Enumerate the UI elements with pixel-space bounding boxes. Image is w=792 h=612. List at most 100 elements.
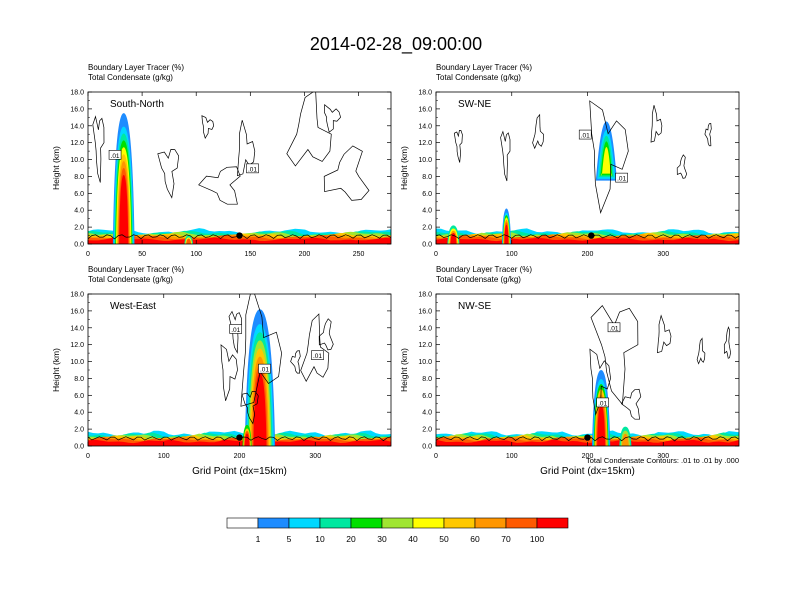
colorbar-swatch xyxy=(474,517,507,529)
colorbar-label: 10 xyxy=(315,534,325,544)
contour-label: .01 xyxy=(598,400,607,407)
panel-label: West-East xyxy=(110,301,156,312)
x-tick-label: 200 xyxy=(234,453,246,460)
colorbar-label: 100 xyxy=(530,534,544,544)
plot-area xyxy=(436,92,739,244)
contour-6 xyxy=(704,122,712,147)
contour-label: .01 xyxy=(581,133,590,140)
panel-3: .01 .01 .01 0.0 2.0 4.0 6.0 8.0 10.0 12.0 14.0 16.0… xyxy=(51,265,392,477)
panel-label: SW-NE xyxy=(458,99,491,110)
plume-1-band-9 xyxy=(119,174,129,244)
contour-label-box xyxy=(108,150,122,160)
contour-1 xyxy=(92,115,105,183)
y-tick-label: 10.0 xyxy=(418,359,432,366)
y-axis-label: Height (km) xyxy=(51,146,61,190)
y-tick-label: 2.0 xyxy=(74,427,84,434)
panel-4: .01 .01 0.0 2.0 4.0 6.0 8.0 10.0 12.0 14.0 16.0 18.… xyxy=(399,265,740,477)
contour-3 xyxy=(237,120,256,177)
contour-1 xyxy=(500,130,511,182)
y-tick-label: 10.0 xyxy=(70,157,84,164)
contour-5 xyxy=(323,145,370,201)
colorbar-label: 50 xyxy=(439,534,449,544)
contour-2 xyxy=(201,115,215,139)
figure-title: 2014-02-28_09:00:00 xyxy=(310,34,482,55)
y-tick-label: 4.0 xyxy=(422,208,432,215)
y-tick-label: 14.0 xyxy=(418,123,432,130)
contour-2 xyxy=(589,348,611,416)
colorbar-swatch xyxy=(319,517,352,529)
y-tick-label: 4.0 xyxy=(422,410,432,417)
contour-6 xyxy=(621,388,642,420)
panel-title-line2: Total Condensate (g/kg) xyxy=(436,275,521,284)
y-tick-label: 6.0 xyxy=(422,393,432,400)
y-tick-label: 0.0 xyxy=(422,242,432,249)
contour-4 xyxy=(286,92,332,167)
x-tick-label: 300 xyxy=(309,453,321,460)
y-tick-label: 6.0 xyxy=(74,191,84,198)
y-tick-label: 8.0 xyxy=(74,376,84,383)
contour-7 xyxy=(453,130,463,163)
plume-1-band-7 xyxy=(597,404,606,446)
contour-7 xyxy=(241,391,259,425)
x-tick-label: 250 xyxy=(353,251,365,258)
contour-label: .01 xyxy=(609,325,618,332)
plume-2-band-3 xyxy=(621,433,629,446)
contour-label-box xyxy=(258,363,271,374)
location-marker xyxy=(584,434,591,441)
contour-label: .01 xyxy=(248,166,257,173)
y-tick-label: 12.0 xyxy=(70,342,84,349)
panel-title-line1: Boundary Layer Tracer (%) xyxy=(88,63,184,72)
tracer-field xyxy=(88,113,391,244)
y-tick-label: 8.0 xyxy=(422,376,432,383)
x-tick-label: 100 xyxy=(158,453,170,460)
y-tick-label: 0.0 xyxy=(74,444,84,451)
contour-label-box xyxy=(615,172,628,183)
panel-title-line1: Boundary Layer Tracer (%) xyxy=(88,265,184,274)
colorbar-swatch xyxy=(536,517,569,529)
location-marker xyxy=(588,232,595,239)
y-tick-label: 8.0 xyxy=(74,174,84,181)
low-level-contour xyxy=(436,234,739,239)
colorbar-label: 20 xyxy=(346,534,356,544)
y-tick-label: 0.0 xyxy=(422,444,432,451)
y-tick-label: 8.0 xyxy=(422,174,432,181)
colorbar-swatch xyxy=(412,517,445,529)
colorbar-swatch xyxy=(288,517,321,529)
y-tick-label: 12.0 xyxy=(418,342,432,349)
x-tick-label: 0 xyxy=(86,251,90,258)
y-tick-label: 10.0 xyxy=(70,359,84,366)
contour-2 xyxy=(220,344,238,401)
location-marker xyxy=(236,232,243,239)
x-tick-label: 200 xyxy=(299,251,311,258)
y-tick-label: 10.0 xyxy=(418,157,432,164)
condensate-contours xyxy=(88,92,391,240)
contour-7 xyxy=(157,149,180,199)
x-tick-label: 300 xyxy=(657,251,669,258)
plume-2-band-3 xyxy=(186,238,192,244)
contour-5 xyxy=(723,326,731,359)
colorbar-swatch xyxy=(443,517,476,529)
x-tick-label: 100 xyxy=(506,251,518,258)
y-tick-label: 16.0 xyxy=(418,308,432,315)
plume-1-band-8 xyxy=(253,372,267,446)
colorbar-swatch xyxy=(350,517,383,529)
x-tick-label: 0 xyxy=(86,453,90,460)
contour-label: .01 xyxy=(313,353,322,360)
y-tick-label: 14.0 xyxy=(70,123,84,130)
contour-4 xyxy=(696,337,706,365)
colorbar-label: 60 xyxy=(470,534,480,544)
panel-title-line1: Boundary Layer Tracer (%) xyxy=(436,63,532,72)
contour-1 xyxy=(590,305,639,406)
y-tick-label: 12.0 xyxy=(418,140,432,147)
colorbar-label: 70 xyxy=(501,534,511,544)
contour-6 xyxy=(290,350,301,374)
colorbar-label: 1 xyxy=(256,534,261,544)
plume-2-band-4 xyxy=(244,433,250,446)
x-tick-label: 200 xyxy=(582,453,594,460)
plot-area xyxy=(436,294,739,446)
contour-label-box xyxy=(607,322,621,333)
y-tick-label: 0.0 xyxy=(74,242,84,249)
plume-2-band-5 xyxy=(601,146,612,176)
panel-label: South-North xyxy=(110,99,164,110)
contour-4 xyxy=(300,313,330,383)
